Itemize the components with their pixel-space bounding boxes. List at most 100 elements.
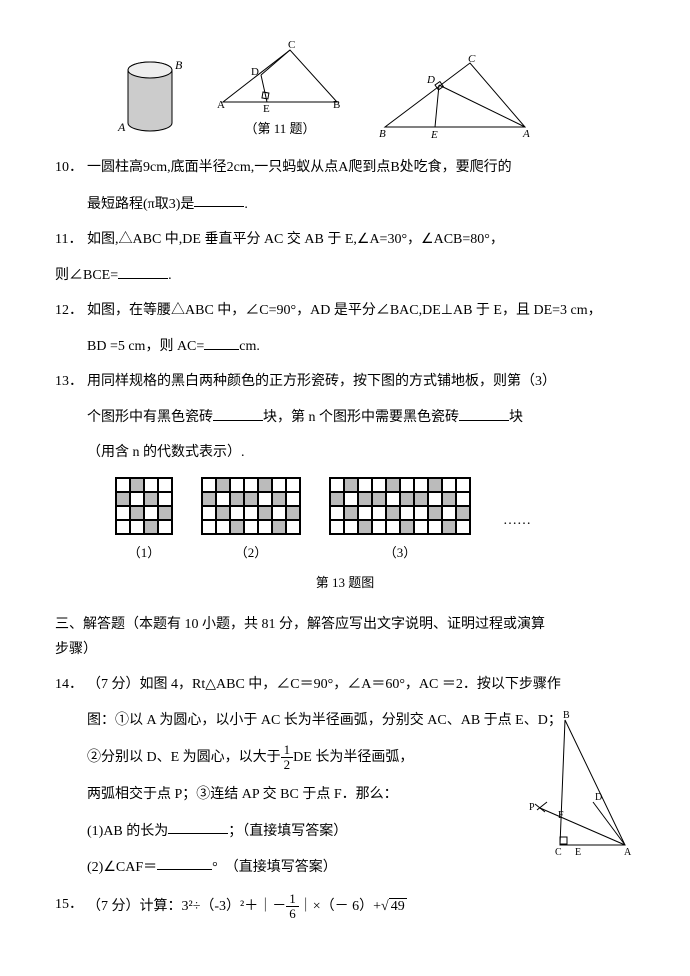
tile-dots: …… [503, 508, 531, 533]
q12-blank[interactable] [204, 333, 239, 350]
tiles-row: （1） （2） （3） …… [115, 477, 635, 564]
q12-body: 如图，在等腰△ABC 中，∠C=90°，AD 是平分∠BAC,DE⊥AB 于 E… [87, 298, 635, 323]
t14-d: D [595, 792, 602, 803]
q12-line1: 如图，在等腰△ABC 中，∠C=90°，AD 是平分∠BAC,DE⊥AB 于 E… [87, 303, 602, 318]
q14-line3b: DE 长为半径画弧， [293, 750, 413, 765]
q12-line2a: BD =5 cm，则 AC= [87, 339, 204, 354]
q15-frac: 16 [286, 892, 299, 922]
t11-e: E [263, 103, 270, 115]
q14-frac: 12 [281, 743, 294, 773]
q13-cont2: （用含 n 的代数式表示）. [87, 440, 635, 465]
q14-blank1[interactable] [168, 818, 228, 835]
tile-caption: 第 13 题图 [55, 571, 635, 594]
t14-f: F [558, 810, 564, 821]
t14-c: C [555, 847, 562, 858]
q13-line2b: 块，第 n 个图形中需要黑色瓷砖 [263, 410, 459, 425]
question-12: 12． 如图，在等腰△ABC 中，∠C=90°，AD 是平分∠BAC,DE⊥AB… [55, 298, 635, 323]
q14-blank2[interactable] [157, 854, 212, 871]
t11-d: D [251, 66, 259, 78]
triangle-12-figure: A B C D E [375, 55, 535, 140]
triangle-14-figure: B A C D E F P [525, 710, 635, 860]
question-14-wrap: B A C D E F P 14． （7 分）如图 4，Rt△ABC 中，∠C＝… [55, 672, 635, 879]
q13-num: 13． [55, 369, 87, 394]
sec3-line1: 三、解答题（本题有 10 小题，共 81 分，解答应写出文字说明、证明过程或演算 [55, 617, 545, 632]
t11-b: B [333, 99, 340, 111]
figures-row: A B A B C D E （第 11 题） A B C D E [115, 40, 635, 140]
question-15: 15． （7 分）计算：3²÷（-3）²＋｜－16｜×（－ 6）+ 49 [55, 892, 635, 922]
figure-11-label: （第 11 题） [244, 117, 315, 140]
q13-line2a: 个图形中有黑色瓷砖 [87, 410, 213, 425]
q14-frac-den: 2 [281, 758, 294, 772]
tile-label-1: （1） [128, 541, 161, 564]
q15-textb: ｜×（－ 6）+ [299, 899, 381, 914]
q12-cont: BD =5 cm，则 AC= cm. [87, 333, 635, 359]
t11-a: A [217, 99, 225, 111]
tile-pattern-2: （2） [201, 477, 301, 564]
question-10: 10． 一圆柱高9cm,底面半径2cm,一只蚂蚁从点A爬到点B处吃食，要爬行的 [55, 155, 635, 180]
q15-frac-den: 6 [286, 907, 299, 921]
q13-blank2[interactable] [459, 404, 509, 421]
q10-line2a: 最短路程(π取3)是 [87, 196, 194, 211]
t14-a: A [624, 847, 632, 858]
sec3-line2: 步骤） [55, 642, 97, 657]
figure-cylinder-col: A B [115, 55, 185, 140]
q10-body: 一圆柱高9cm,底面半径2cm,一只蚂蚁从点A爬到点B处吃食，要爬行的 [87, 155, 635, 180]
q15-num: 15． [55, 892, 87, 922]
cylinder-label-a: A [117, 120, 126, 134]
q10-blank[interactable] [194, 191, 244, 208]
q15-texta: （7 分）计算：3²÷（-3）²＋｜－ [87, 899, 286, 914]
q10-num: 10． [55, 155, 87, 180]
q14-sub1b: ；（直接填写答案） [228, 823, 347, 838]
q11-line2a: 则∠BCE= [55, 268, 118, 283]
q14-frac-num: 1 [281, 743, 294, 758]
q14-sub1a: (1)AB 的长为 [87, 823, 168, 838]
t12-b: B [379, 128, 386, 140]
q13-line1: 用同样规格的黑白两种颜色的正方形瓷砖，按下图的方式铺地板，则第（3） [87, 374, 556, 389]
question-14: 14． （7 分）如图 4，Rt△ABC 中，∠C＝90°，∠A＝60°，AC … [55, 672, 635, 697]
tile-pattern-3: （3） [329, 477, 471, 564]
q14-body: （7 分）如图 4，Rt△ABC 中，∠C＝90°，∠A＝60°，AC ＝2．按… [87, 672, 635, 697]
question-13: 13． 用同样规格的黑白两种颜色的正方形瓷砖，按下图的方式铺地板，则第（3） [55, 369, 635, 394]
section-3-head: 三、解答题（本题有 10 小题，共 81 分，解答应写出文字说明、证明过程或演算… [55, 612, 635, 662]
tile-pattern-1: （1） [115, 477, 173, 564]
tile-label-3: （3） [384, 541, 417, 564]
q14-num: 14． [55, 672, 87, 697]
figure-12-col: A B C D E [375, 55, 535, 140]
q12-num: 12． [55, 298, 87, 323]
t14-b: B [563, 710, 570, 721]
q15-frac-num: 1 [286, 892, 299, 907]
t12-e: E [430, 129, 438, 140]
q13-cont1: 个图形中有黑色瓷砖 块，第 n 个图形中需要黑色瓷砖 块 [87, 404, 635, 430]
q13-line3: （用含 n 的代数式表示）. [87, 445, 245, 460]
q10-period: . [244, 196, 248, 211]
q14-sub2a: (2)∠CAF＝ [87, 859, 157, 874]
q14-sub2b: ° （直接填写答案） [212, 859, 337, 874]
question-11: 11． 如图,△ABC 中,DE 垂直平分 AC 交 AB 于 E,∠A=30°… [55, 227, 635, 252]
q14-line1: （7 分）如图 4，Rt△ABC 中，∠C＝90°，∠A＝60°，AC ＝2．按… [87, 677, 561, 692]
q11-blank[interactable] [118, 262, 168, 279]
t11-c: C [288, 40, 295, 51]
t12-d: D [426, 74, 435, 86]
t14-e: E [575, 847, 581, 858]
q14-line2: 图：①以 A 为圆心，以小于 AC 长为半径画弧，分别交 AC、AB 于点 E、… [87, 713, 562, 728]
q11-cont: 则∠BCE=. [55, 262, 635, 288]
q14-line3a: ②分别以 D、E 为圆心，以大于 [87, 750, 281, 765]
figure-11-col: A B C D E （第 11 题） [215, 40, 345, 140]
t14-p: P [529, 802, 535, 813]
q12-line2b: cm. [239, 339, 260, 354]
triangle-11-figure: A B C D E [215, 40, 345, 115]
cylinder-label-b: B [175, 58, 183, 72]
q15-sqrt: 49 [381, 894, 407, 919]
q13-line2c: 块 [509, 410, 523, 425]
tile-label-2: （2） [235, 541, 268, 564]
q10-cont: 最短路程(π取3)是. [87, 191, 635, 217]
cylinder-figure: A B [115, 55, 185, 140]
t12-c: C [468, 55, 476, 65]
q11-num: 11． [55, 227, 87, 252]
q15-sqrt-body: 49 [389, 898, 407, 914]
q13-body: 用同样规格的黑白两种颜色的正方形瓷砖，按下图的方式铺地板，则第（3） [87, 369, 635, 394]
q14-line4: 两弧相交于点 P；③连结 AP 交 BC 于点 F．那么： [87, 787, 398, 802]
q11-period: . [168, 268, 172, 283]
q11-line1: 如图,△ABC 中,DE 垂直平分 AC 交 AB 于 E,∠A=30°，∠AC… [87, 232, 504, 247]
q13-blank1[interactable] [213, 404, 263, 421]
